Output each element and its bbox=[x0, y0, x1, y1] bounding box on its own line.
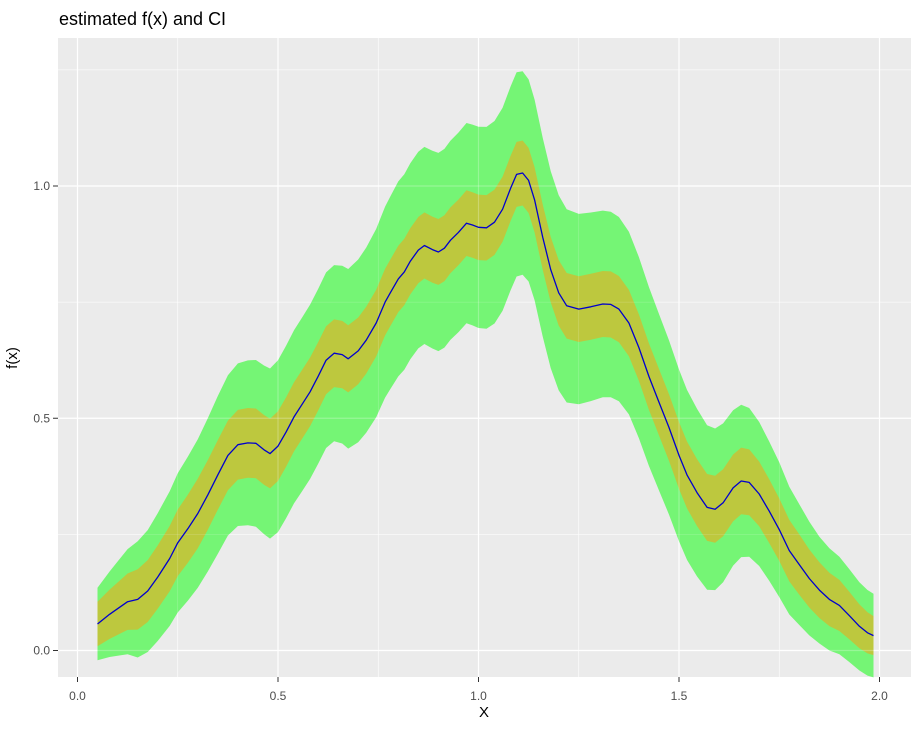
x-tick-label: 0.5 bbox=[270, 689, 287, 703]
plot-title: estimated f(x) and CI bbox=[59, 9, 226, 29]
tick-labels: 0.0 0.5 1.0 1.5 2.0 0.0 0.5 1.0 bbox=[33, 179, 888, 703]
x-tick-label: 2.0 bbox=[871, 689, 888, 703]
y-tick-label: 0.5 bbox=[33, 411, 50, 425]
x-tick-label: 1.5 bbox=[671, 689, 688, 703]
fit-line bbox=[97, 172, 874, 637]
x-tick-label: 0.0 bbox=[69, 689, 86, 703]
x-axis-title: X bbox=[479, 704, 489, 721]
y-axis-title: f(x) bbox=[4, 347, 21, 369]
axis-ticks bbox=[53, 185, 880, 682]
y-tick-label: 1.0 bbox=[33, 179, 50, 193]
x-tick-label: 1.0 bbox=[470, 689, 487, 703]
gridline-overlay bbox=[58, 38, 911, 677]
inner-ci-ribbon bbox=[97, 140, 874, 656]
y-tick-label: 0.0 bbox=[33, 644, 50, 658]
outer-ci-ribbon bbox=[97, 71, 874, 678]
